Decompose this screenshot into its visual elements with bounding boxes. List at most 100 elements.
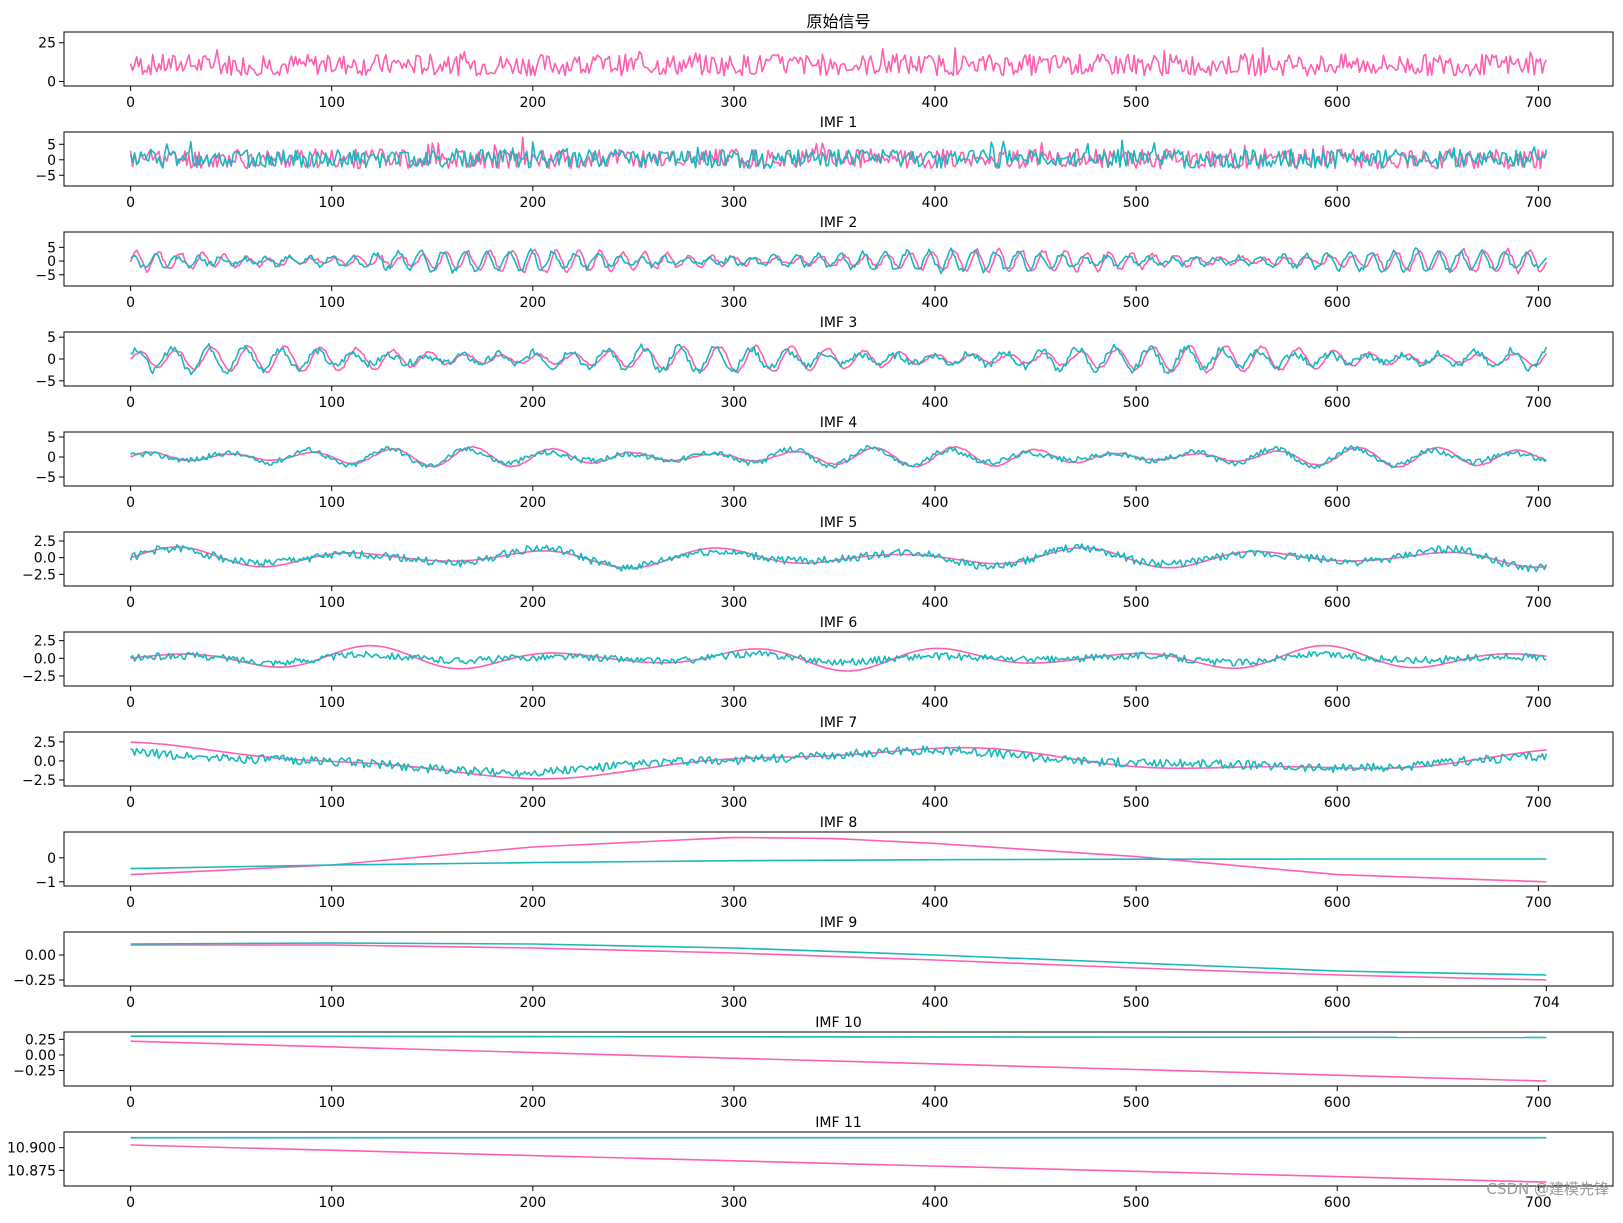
y-tick-label: 10.875 xyxy=(7,1163,56,1179)
y-tick-label: 0.00 xyxy=(25,948,56,964)
x-tick-label: 400 xyxy=(922,795,949,811)
y-tick-label: −5 xyxy=(35,268,56,284)
x-tick-label: 100 xyxy=(318,295,345,311)
series-line-1 xyxy=(129,139,1548,169)
x-tick-label: 700 xyxy=(1525,795,1552,811)
x-tick-label: 500 xyxy=(1123,995,1150,1011)
x-tick-label: 700 xyxy=(1525,1095,1552,1111)
subplot-title: IMF 6 xyxy=(820,615,858,631)
x-tick-label: 600 xyxy=(1324,95,1351,111)
x-tick-label: 100 xyxy=(318,395,345,411)
x-tick-label: 100 xyxy=(318,995,345,1011)
series-line-1 xyxy=(130,1035,1547,1039)
x-tick-label: 400 xyxy=(922,895,949,911)
x-tick-label: 600 xyxy=(1324,795,1351,811)
y-tick-label: 5 xyxy=(47,430,56,446)
x-tick-label: 0 xyxy=(126,295,135,311)
x-tick-label: 600 xyxy=(1324,195,1351,211)
axes-frame xyxy=(63,931,1614,987)
series-line-0 xyxy=(130,1040,1547,1082)
x-tick-label: 0 xyxy=(126,395,135,411)
axes-frame xyxy=(63,731,1614,787)
x-tick-label: 400 xyxy=(922,595,949,611)
x-tick-label: 200 xyxy=(519,395,546,411)
x-tick-label: 700 xyxy=(1525,195,1552,211)
x-tick-label: 300 xyxy=(721,495,748,511)
x-tick-label: 700 xyxy=(1525,295,1552,311)
series-line-1 xyxy=(130,858,1547,870)
x-tick-label: 100 xyxy=(318,895,345,911)
subplot-title: 原始信号 xyxy=(806,12,870,31)
y-tick-label: −5 xyxy=(35,470,56,486)
x-tick-label: 100 xyxy=(318,595,345,611)
x-tick-label: 200 xyxy=(519,495,546,511)
axes-frame xyxy=(63,531,1614,587)
x-tick-label: 600 xyxy=(1324,1195,1351,1211)
axes-frame xyxy=(63,431,1614,487)
x-tick-label: 200 xyxy=(519,795,546,811)
y-tick-label: 0 xyxy=(47,153,56,169)
series-line-0 xyxy=(129,47,1548,77)
x-tick-label: 0 xyxy=(126,195,135,211)
x-tick-label: 500 xyxy=(1123,595,1150,611)
x-tick-label: 400 xyxy=(922,95,949,111)
subplot-title: IMF 2 xyxy=(820,215,858,231)
y-tick-label: 0.0 xyxy=(34,754,56,770)
y-tick-label: 0 xyxy=(47,851,56,867)
y-tick-label: −2.5 xyxy=(22,669,56,685)
subplot-0: 原始信号 0 100 200 300 400 500 600 700 0 25 xyxy=(38,12,1614,111)
watermark: CSDN @建模先锋 xyxy=(1486,1180,1609,1198)
x-tick-label: 600 xyxy=(1324,595,1351,611)
axes-frame xyxy=(63,631,1614,687)
x-tick-label: 600 xyxy=(1324,495,1351,511)
x-tick-label: 400 xyxy=(922,295,949,311)
x-tick-label: 700 xyxy=(1525,595,1552,611)
subplot-title: IMF 9 xyxy=(820,915,858,931)
series-line-0 xyxy=(129,136,1548,170)
subplot-10: IMF 10 0 100 200 300 400 500 600 700 −0.250.000.2… xyxy=(13,1015,1614,1111)
x-tick-label: 600 xyxy=(1324,1095,1351,1111)
x-tick-label: 100 xyxy=(318,195,345,211)
series-line-1 xyxy=(130,343,1548,376)
subplot-title: IMF 4 xyxy=(820,415,858,431)
x-tick-label: 200 xyxy=(519,1095,546,1111)
subplot-title: IMF 7 xyxy=(820,715,858,731)
series-line-1 xyxy=(130,247,1548,275)
axes-frame xyxy=(63,31,1614,87)
x-tick-label: 704 xyxy=(1533,995,1560,1011)
subplot-11: IMF 11 0 100 200 300 400 500 600 700 10.875 10.900 xyxy=(7,1115,1614,1211)
axes-frame xyxy=(63,131,1614,187)
x-tick-label: 0 xyxy=(126,595,135,611)
subplot-title: IMF 8 xyxy=(820,815,858,831)
series-line-1 xyxy=(129,650,1547,667)
axes-frame xyxy=(63,1031,1614,1087)
x-tick-label: 200 xyxy=(519,895,546,911)
x-tick-label: 400 xyxy=(922,1195,949,1211)
x-tick-label: 200 xyxy=(519,995,546,1011)
x-tick-label: 400 xyxy=(922,195,949,211)
series-line-0 xyxy=(130,741,1547,780)
x-tick-label: 300 xyxy=(721,195,748,211)
x-tick-label: 100 xyxy=(318,95,345,111)
series-line-1 xyxy=(129,543,1548,573)
series-line-0 xyxy=(130,836,1547,883)
x-tick-label: 200 xyxy=(519,1195,546,1211)
y-tick-label: 0 xyxy=(47,254,56,270)
x-tick-label: 500 xyxy=(1123,1195,1150,1211)
x-tick-label: 0 xyxy=(126,695,135,711)
y-tick-label: 0.00 xyxy=(25,1048,56,1064)
subplot-6: IMF 6 0 100 200 300 400 500 600 700 −2.5 0.02.5 xyxy=(22,615,1614,711)
x-tick-label: 0 xyxy=(126,895,135,911)
subplot-5: IMF 5 0 100 200 300 400 500 600 700 −2.50.02.5 xyxy=(22,515,1614,611)
x-tick-label: 500 xyxy=(1123,895,1150,911)
subplot-title: IMF 3 xyxy=(820,315,858,331)
subplot-1: IMF 10 100 200 300 400 500 600 700−505 xyxy=(35,115,1614,211)
y-tick-label: 5 xyxy=(47,330,56,346)
subplot-8: IMF 8 0 100 200 300 400 500 600 700 −1 0 xyxy=(35,815,1614,911)
x-tick-label: 0 xyxy=(126,495,135,511)
y-tick-label: 0.0 xyxy=(34,651,56,667)
subplot-title: IMF 10 xyxy=(815,1015,862,1031)
x-tick-label: 100 xyxy=(318,1195,345,1211)
y-tick-label: −1 xyxy=(35,875,56,891)
